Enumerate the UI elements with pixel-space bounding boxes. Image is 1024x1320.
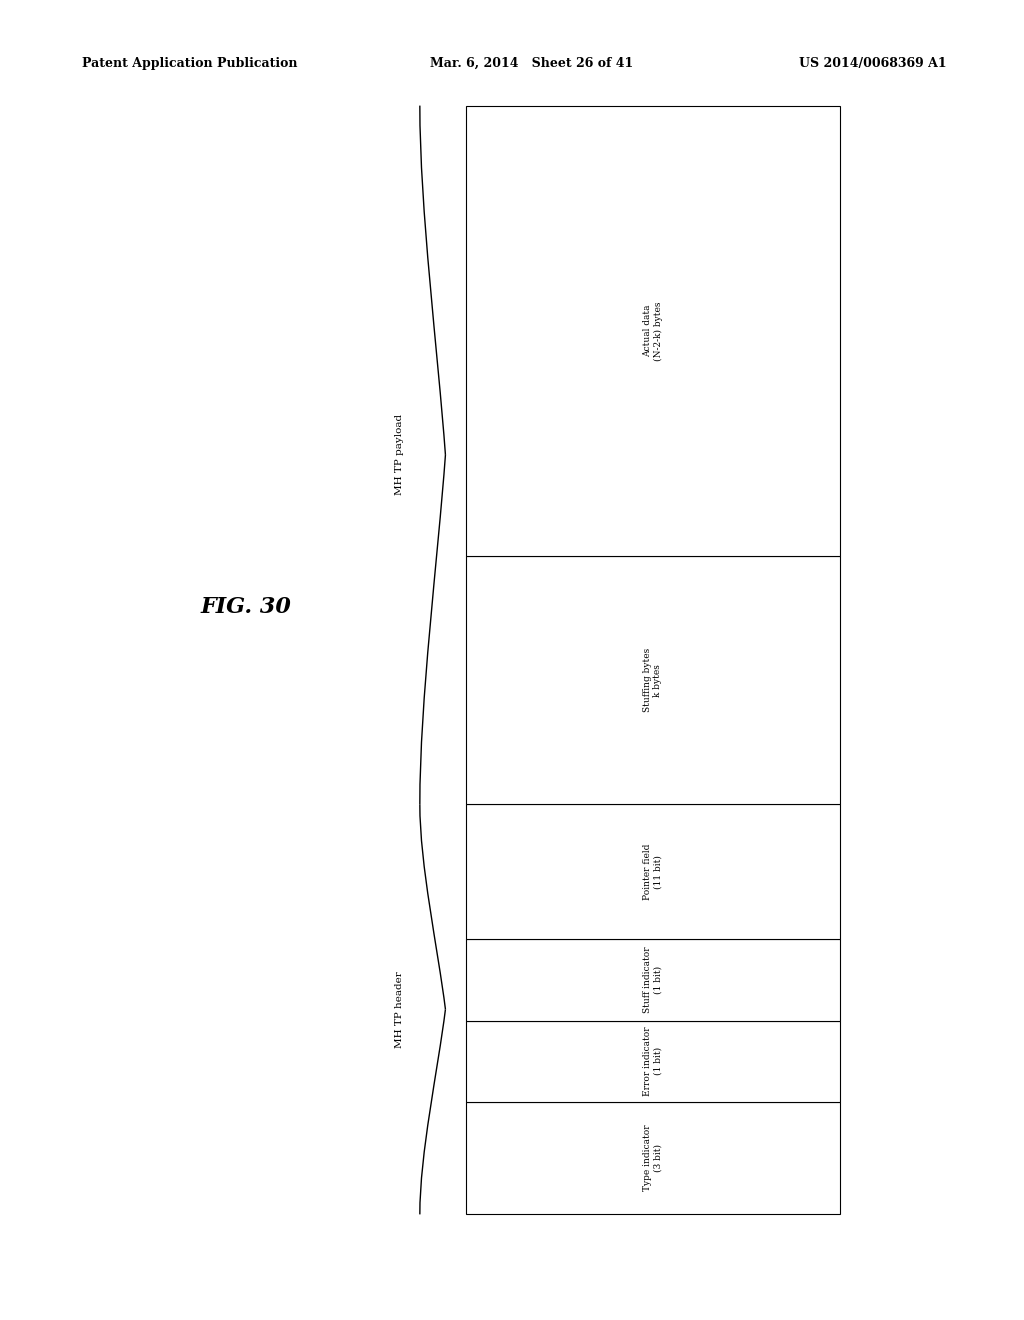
- Text: Stuffing bytes
k bytes: Stuffing bytes k bytes: [643, 648, 663, 713]
- Text: Pointer field
(11 bit): Pointer field (11 bit): [643, 843, 663, 900]
- Text: Type indicator
(3 bit): Type indicator (3 bit): [643, 1125, 663, 1192]
- Text: FIG. 30: FIG. 30: [201, 597, 291, 618]
- Text: Actual data
(N-2-k) bytes: Actual data (N-2-k) bytes: [643, 301, 663, 360]
- Text: US 2014/0068369 A1: US 2014/0068369 A1: [799, 57, 946, 70]
- FancyBboxPatch shape: [466, 1020, 840, 1102]
- FancyBboxPatch shape: [466, 556, 840, 804]
- FancyBboxPatch shape: [466, 106, 840, 556]
- Text: MH TP payload: MH TP payload: [395, 414, 404, 495]
- Text: MH TP header: MH TP header: [395, 972, 404, 1048]
- FancyBboxPatch shape: [466, 940, 840, 1020]
- FancyBboxPatch shape: [466, 1102, 840, 1214]
- Text: Error indicator
(1 bit): Error indicator (1 bit): [643, 1027, 663, 1096]
- Text: Stuff indicator
(1 bit): Stuff indicator (1 bit): [643, 946, 663, 1014]
- FancyBboxPatch shape: [466, 804, 840, 940]
- Text: Mar. 6, 2014   Sheet 26 of 41: Mar. 6, 2014 Sheet 26 of 41: [430, 57, 633, 70]
- Text: Patent Application Publication: Patent Application Publication: [82, 57, 297, 70]
